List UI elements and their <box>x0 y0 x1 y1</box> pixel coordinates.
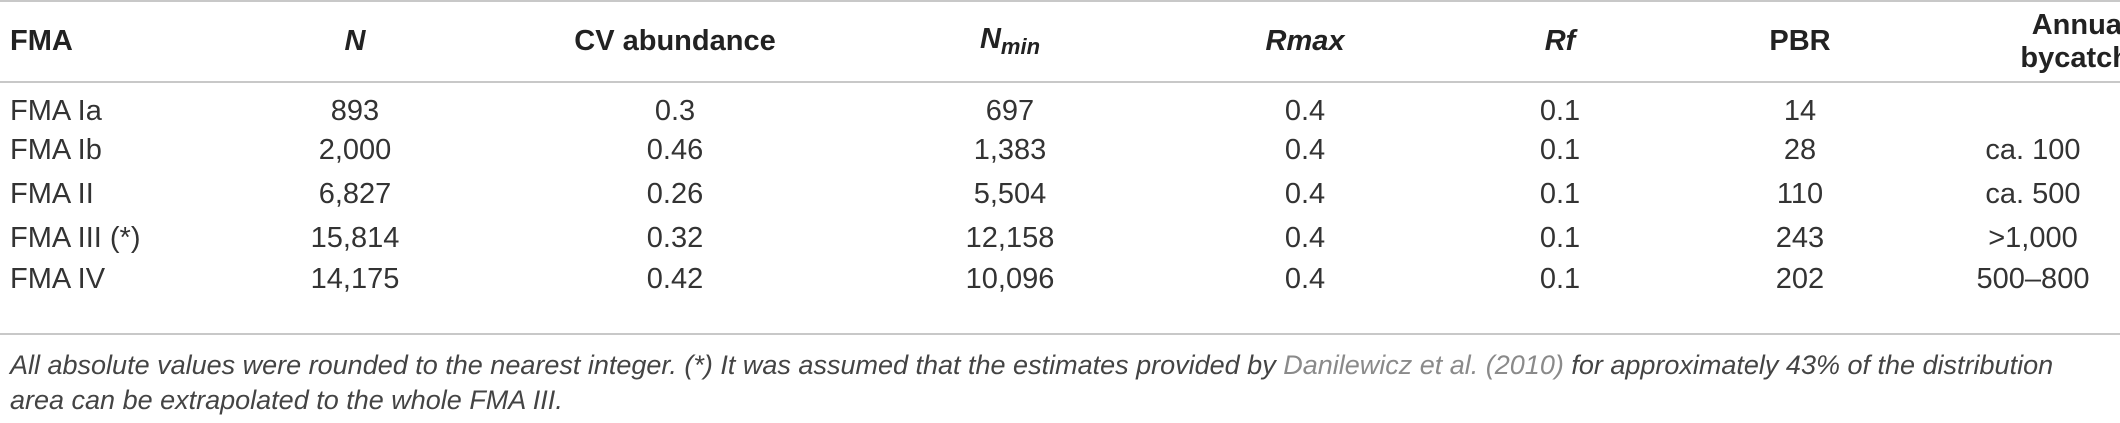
data-table: FMA N CV abundance Nmin Rmax Rf PBR Annu… <box>0 0 2120 304</box>
cell-cv: 0.3 <box>654 95 696 127</box>
cell-fma: FMA IV <box>10 262 106 295</box>
cell-rmax: 0.4 <box>1284 95 1326 127</box>
cell-fma: FMA Ia <box>10 95 102 127</box>
cell-rmax: 0.4 <box>1284 177 1326 210</box>
cell-rf: 0.1 <box>1539 221 1581 254</box>
footnote-text-before: All absolute values were rounded to the … <box>10 350 1284 380</box>
cell-bycatch: 500–800 <box>1976 262 2090 295</box>
table-header: FMA N CV abundance Nmin Rmax Rf PBR Annu… <box>0 0 2120 83</box>
header-nmin-base: N <box>979 23 1001 55</box>
cell-n: 14,175 <box>310 262 400 295</box>
cell-bycatch <box>1920 82 2120 128</box>
cell-rf: 0.1 <box>1539 262 1581 295</box>
cell-pbr: 28 <box>1783 133 1817 166</box>
table-row: FMA Ib 2,000 0.46 1,383 0.4 0.1 28 ca. 1… <box>0 128 2120 172</box>
cell-pbr: 243 <box>1775 221 1825 254</box>
cell-pbr: 202 <box>1775 262 1825 295</box>
cell-rmax: 0.4 <box>1284 221 1326 254</box>
table-footnote: All absolute values were rounded to the … <box>10 348 2110 418</box>
cell-nmin: 5,504 <box>973 177 1047 210</box>
cell-n: 893 <box>330 95 380 127</box>
cell-bycatch: ca. 500 <box>1985 177 2081 210</box>
cell-cv: 0.46 <box>646 133 704 166</box>
cell-nmin: 1,383 <box>973 133 1047 166</box>
header-pbr: PBR <box>1680 0 1920 83</box>
header-rmax: Rmax <box>1170 0 1440 83</box>
table-row: FMA Ia 893 0.3 697 0.4 0.1 14 <box>0 82 2120 128</box>
header-rf: Rf <box>1440 0 1680 83</box>
cell-cv: 0.42 <box>646 262 704 295</box>
cell-fma: FMA Ib <box>10 133 102 166</box>
header-annual-bycatch: Annual bycatch <box>1920 0 2120 83</box>
cell-fma: FMA III (*) <box>10 221 141 254</box>
cell-bycatch: ca. 100 <box>1985 133 2081 166</box>
cell-bycatch: >1,000 <box>1988 221 2078 254</box>
header-cv-abundance: CV abundance <box>500 0 850 83</box>
cell-pbr: 14 <box>1783 95 1817 127</box>
cell-rf: 0.1 <box>1539 133 1581 166</box>
cell-rf: 0.1 <box>1539 177 1581 210</box>
cell-cv: 0.26 <box>646 177 704 210</box>
cell-nmin: 697 <box>985 95 1035 127</box>
header-n: N <box>210 0 500 83</box>
cell-n: 2,000 <box>318 133 392 166</box>
table-row: FMA IV 14,175 0.42 10,096 0.4 0.1 202 50… <box>0 260 2120 304</box>
cell-nmin: 10,096 <box>965 262 1055 295</box>
cell-cv: 0.32 <box>646 221 704 254</box>
cell-rf: 0.1 <box>1539 95 1581 127</box>
cell-fma: FMA II <box>10 177 94 210</box>
table-row: FMA II 6,827 0.26 5,504 0.4 0.1 110 ca. … <box>0 172 2120 216</box>
cell-n: 6,827 <box>318 177 392 210</box>
table-body: FMA Ia 893 0.3 697 0.4 0.1 14 FMA Ib 2,0… <box>0 82 2120 304</box>
header-nmin-subscript: min <box>1000 34 1041 59</box>
header-fma: FMA <box>0 0 210 83</box>
cell-n: 15,814 <box>310 221 400 254</box>
cell-rmax: 0.4 <box>1284 133 1326 166</box>
header-row: FMA N CV abundance Nmin Rmax Rf PBR Annu… <box>0 0 2120 83</box>
cell-pbr: 110 <box>1776 177 1824 210</box>
table-row: FMA III (*) 15,814 0.32 12,158 0.4 0.1 2… <box>0 216 2120 260</box>
cell-rmax: 0.4 <box>1284 262 1326 295</box>
footnote-text-after: for approximately 43% of the distributio… <box>10 350 2054 415</box>
cell-nmin: 12,158 <box>965 221 1055 254</box>
header-nmin: Nmin <box>850 0 1170 83</box>
footnote-citation-link[interactable]: Danilewicz et al. (2010) <box>1283 350 1564 380</box>
table-bottom-rule <box>0 333 2120 335</box>
